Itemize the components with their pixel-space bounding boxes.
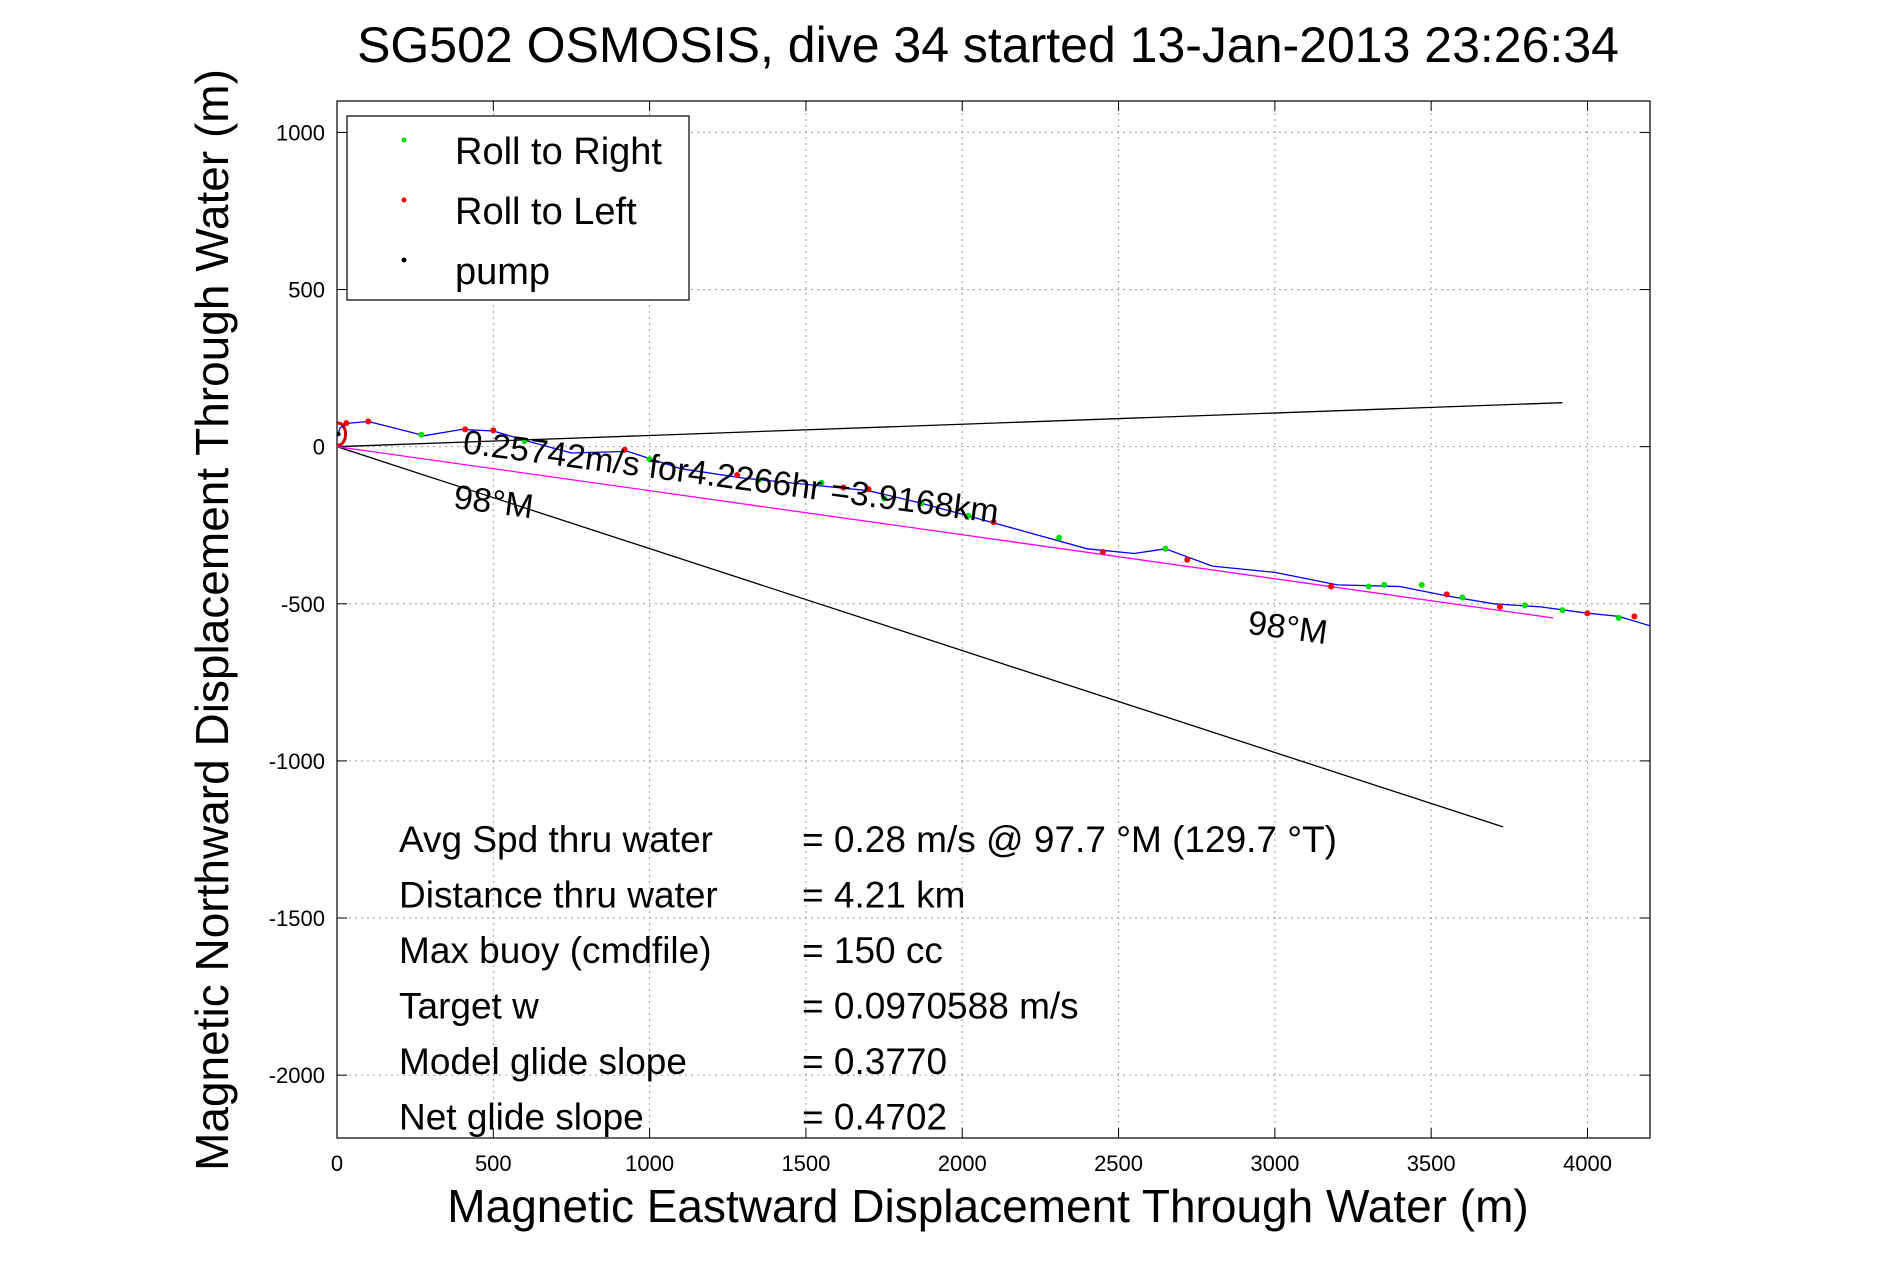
stat-value: = 150 cc	[802, 930, 943, 971]
x-tick-label: 0	[331, 1151, 343, 1176]
legend-marker	[401, 197, 407, 203]
roll-left-point	[1443, 591, 1450, 598]
y-tick-label: 500	[288, 278, 325, 303]
roll-right-point	[1056, 534, 1063, 541]
roll-left-point	[990, 519, 997, 526]
stat-value: = 0.28 m/s @ 97.7 °M (129.7 °T)	[802, 819, 1337, 860]
roll-right-point	[965, 512, 972, 519]
legend-label: Roll to Left	[455, 191, 637, 233]
roll-left-point	[1496, 603, 1503, 610]
legend-marker	[401, 137, 407, 143]
roll-right-point	[881, 495, 888, 502]
drift-line	[337, 402, 1563, 448]
x-tick-label: 500	[475, 1151, 512, 1176]
roll-right-point	[1365, 583, 1372, 590]
roll-left-point	[840, 484, 847, 491]
x-axis-label: Magnetic Eastward Displacement Through W…	[447, 1180, 1528, 1232]
roll-left-point	[1099, 548, 1106, 555]
roll-right-point	[1521, 602, 1528, 609]
axes-frame	[336, 100, 1651, 1139]
stat-value: = 4.21 km	[802, 875, 966, 916]
roll-left-point	[1184, 556, 1191, 563]
y-tick-label: -2000	[269, 1063, 325, 1088]
roll-left-point	[734, 471, 741, 478]
roll-left-point	[462, 426, 469, 433]
y-tick-label: -1000	[269, 749, 325, 774]
legend-label: Roll to Right	[455, 131, 662, 173]
legend-label: pump	[455, 251, 550, 293]
x-tick-label: 1500	[781, 1151, 830, 1176]
legend-marker	[401, 257, 407, 263]
heading-line	[337, 446, 1504, 828]
roll-right-point	[1559, 607, 1566, 614]
stat-label: Net glide slope	[399, 1097, 644, 1138]
stat-value: = 0.0970588 m/s	[802, 986, 1079, 1027]
x-tick-label: 3500	[1407, 1151, 1456, 1176]
roll-left-point	[490, 427, 497, 434]
average-course-line	[337, 446, 1554, 619]
x-tick-label: 2000	[938, 1151, 987, 1176]
roll-left-point	[621, 446, 628, 453]
roll-right-point	[1381, 581, 1388, 588]
start-loop	[337, 421, 348, 447]
x-tick-label: 4000	[1563, 1151, 1612, 1176]
roll-right-point	[418, 431, 425, 438]
chart-title: SG502 OSMOSIS, dive 34 started 13-Jan-20…	[357, 17, 1619, 73]
roll-left-point	[1584, 610, 1591, 617]
roll-right-point	[918, 500, 925, 507]
roll-left-point	[343, 420, 350, 427]
stat-label: Avg Spd thru water	[399, 819, 713, 860]
roll-right-point	[1418, 581, 1425, 588]
x-tick-label: 1000	[625, 1151, 674, 1176]
roll-right-point	[1459, 594, 1466, 601]
roll-right-point	[646, 456, 653, 463]
roll-left-point	[1631, 613, 1638, 620]
roll-right-point	[521, 438, 528, 445]
y-axis-label: Magnetic Northward Displacement Through …	[186, 69, 238, 1171]
stat-label: Target w	[399, 986, 539, 1027]
y-tick-label: 1000	[276, 120, 325, 145]
x-tick-label: 2500	[1094, 1151, 1143, 1176]
x-tick-label: 3000	[1250, 1151, 1299, 1176]
plot-data-layer	[337, 402, 1650, 828]
y-tick-label: 0	[313, 435, 325, 460]
stat-value: = 0.4702	[802, 1097, 947, 1138]
y-tick-label: -500	[281, 592, 325, 617]
roll-left-point	[865, 486, 872, 493]
roll-right-point	[756, 476, 763, 483]
roll-right-point	[1162, 545, 1169, 552]
roll-right-point	[1615, 614, 1622, 621]
stat-label: Max buoy (cmdfile)	[399, 930, 712, 971]
roll-right-point	[818, 479, 825, 486]
stat-label: Distance thru water	[399, 875, 718, 916]
roll-left-point	[1328, 583, 1335, 590]
legend-box	[346, 115, 690, 301]
pump-point	[337, 432, 341, 437]
roll-left-point	[365, 418, 372, 425]
stat-value: = 0.3770	[802, 1041, 947, 1082]
stat-label: Model glide slope	[399, 1041, 687, 1082]
y-tick-label: -1500	[269, 906, 325, 931]
